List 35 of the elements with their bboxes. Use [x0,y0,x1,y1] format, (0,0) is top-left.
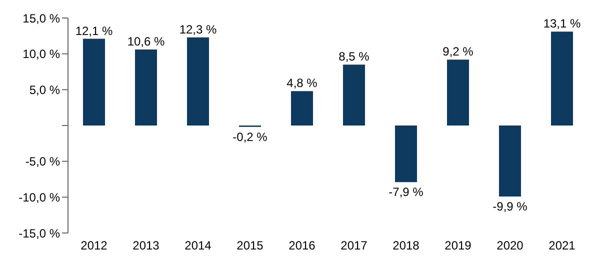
x-tick-label: 2018 [392,238,420,253]
data-label: 13,1 % [543,16,582,31]
y-tick-label: -15,0 % [18,226,60,240]
data-label: 12,3 % [179,22,218,36]
y-tick-label: 5,0 % [29,82,60,97]
y-tick-label: -5,0 % [25,154,60,169]
bar [187,37,209,126]
data-label: 4,8 % [286,76,318,90]
bar [83,38,105,126]
bar [291,91,313,126]
bar [447,60,469,126]
data-label: -7,9 % [388,185,424,200]
data-label: 9,2 % [442,44,474,59]
y-tick-label: -10,0 % [18,190,60,204]
data-label: 12,1 % [75,24,114,38]
x-tick-label: 2017 [340,238,368,253]
x-tick-label: 2019 [444,238,472,253]
x-tick-label: 2012 [80,238,108,253]
x-tick-label: 2015 [236,238,264,253]
y-tick-label: 10,0 % [22,47,60,62]
bar [395,126,417,182]
bar [551,32,573,126]
bar [135,50,157,126]
x-tick-label: 2014 [184,238,212,253]
x-tick-label: 2020 [496,238,524,253]
bar [343,64,365,126]
x-tick-label: 2021 [548,238,576,253]
data-label: 8,5 % [338,50,370,64]
data-label: -0,2 % [232,130,268,144]
data-label: -9,9 % [492,199,528,214]
x-tick-label: 2013 [132,238,160,253]
y-tick-label: 15,0 % [22,11,60,26]
data-label: 10,6 % [127,34,166,49]
bar [499,126,521,196]
x-tick-label: 2016 [288,238,316,253]
